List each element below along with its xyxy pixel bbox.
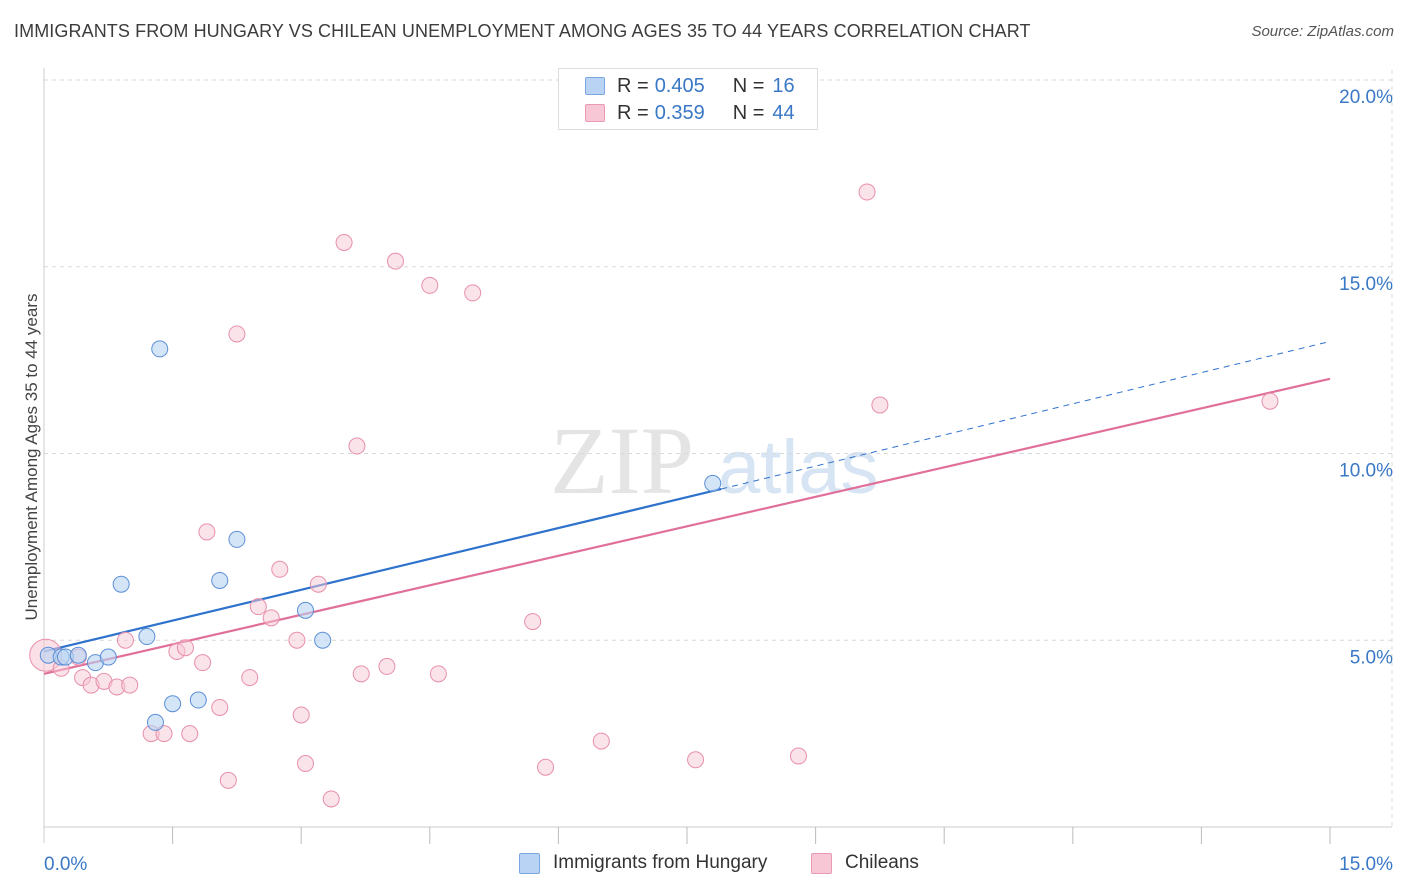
chileans-point — [176, 639, 194, 657]
chileans-point — [198, 523, 216, 541]
axes — [43, 68, 1392, 844]
n-label: N = — [732, 101, 765, 124]
chileans-point — [194, 654, 212, 672]
gridlines — [44, 70, 1393, 827]
watermark-atlas: atlas — [718, 425, 879, 510]
chileans-points — [29, 183, 1279, 808]
hungary-point — [151, 340, 169, 358]
chileans-point — [429, 665, 447, 683]
chileans-point — [262, 609, 280, 627]
watermark: ZIP atlas — [550, 407, 879, 514]
correlation-legend: R = 0.405 N = 16 R = 0.359 N = 44 — [558, 68, 818, 130]
hungary-trend-line — [43, 487, 722, 653]
hungary-point — [112, 575, 130, 593]
chileans-point — [592, 732, 610, 750]
trend-lines — [43, 340, 1331, 675]
chileans-point — [309, 575, 327, 593]
hungary-point — [296, 601, 314, 619]
legend-row-chileans: R = 0.359 N = 44 — [585, 101, 795, 125]
hungary-point — [138, 628, 156, 646]
chileans-trend-line — [43, 377, 1331, 675]
chileans-point — [296, 755, 314, 773]
r-value: 0.359 — [654, 101, 705, 124]
watermark-zip: ZIP — [550, 407, 694, 514]
chileans-point — [352, 665, 370, 683]
y-tick-label: 15.0% — [1339, 274, 1393, 295]
hungary-point — [164, 695, 182, 713]
y-tick-label: 5.0% — [1350, 647, 1393, 668]
hungary-swatch — [585, 77, 605, 95]
r-label: R = — [617, 101, 649, 124]
hungary-point — [704, 474, 722, 492]
chileans-point — [524, 613, 542, 631]
legend-label-hungary: Immigrants from Hungary — [553, 852, 768, 873]
hungary-point — [146, 713, 164, 731]
chileans-point — [211, 698, 229, 716]
hungary-point — [189, 691, 207, 709]
chileans-point — [322, 790, 340, 808]
x-tick-label: 0.0% — [44, 854, 87, 875]
r-label: R = — [617, 74, 649, 97]
chileans-point — [789, 747, 807, 765]
chileans-point — [288, 631, 306, 649]
chileans-point — [155, 725, 173, 743]
chileans-point — [219, 771, 237, 789]
chileans-point — [1261, 392, 1279, 410]
y-tick-label: 20.0% — [1339, 87, 1393, 108]
chart-source: Source: ZipAtlas.com — [1251, 23, 1394, 40]
legend-item-hungary[interactable]: Immigrants from Hungary — [519, 852, 767, 874]
chileans-point — [335, 233, 353, 251]
hungary-swatch — [519, 852, 540, 874]
chileans-point — [687, 751, 705, 769]
chileans-point — [241, 669, 259, 687]
hungary-trend-extension — [721, 340, 1331, 490]
x-tick-labels: 0.0% 15.0% — [44, 854, 1393, 875]
chileans-point — [464, 284, 482, 302]
chileans-point — [249, 598, 267, 616]
chileans-point — [421, 276, 439, 294]
series-legend: Immigrants from Hungary Chileans — [0, 852, 1406, 878]
chart-title: IMMIGRANTS FROM HUNGARY VS CHILEAN UNEMP… — [14, 21, 1031, 41]
chileans-swatch — [811, 852, 832, 874]
r-value: 0.405 — [654, 74, 705, 97]
y-tick-labels: 5.0% 10.0% 15.0% 20.0% — [1339, 87, 1393, 668]
hungary-point — [99, 648, 117, 666]
hungary-point — [314, 631, 332, 649]
legend-label-chileans: Chileans — [845, 852, 919, 873]
chileans-point — [537, 758, 555, 776]
hungary-point — [211, 571, 229, 589]
legend-item-chileans[interactable]: Chileans — [811, 852, 919, 874]
chileans-point — [116, 631, 134, 649]
hungary-points — [39, 340, 722, 731]
y-axis-label: Unemployment Among Ages 35 to 44 years — [22, 294, 41, 621]
n-value: 16 — [772, 74, 795, 97]
chileans-point — [121, 676, 139, 694]
chileans-point — [858, 183, 876, 201]
chileans-point — [378, 657, 396, 675]
x-tick-label: 15.0% — [1339, 854, 1393, 875]
n-value: 44 — [772, 101, 795, 124]
chileans-point — [387, 252, 405, 270]
chileans-point — [228, 325, 246, 343]
hungary-point — [228, 530, 246, 548]
chileans-swatch — [585, 104, 605, 122]
n-label: N = — [732, 74, 765, 97]
legend-row-hungary: R = 0.405 N = 16 — [585, 74, 795, 98]
chileans-point — [871, 396, 889, 414]
hungary-point — [69, 646, 87, 664]
chileans-point — [348, 437, 366, 455]
y-tick-label: 10.0% — [1339, 461, 1393, 482]
chileans-point — [271, 560, 289, 578]
chileans-point — [181, 725, 199, 743]
chileans-point — [292, 706, 310, 724]
